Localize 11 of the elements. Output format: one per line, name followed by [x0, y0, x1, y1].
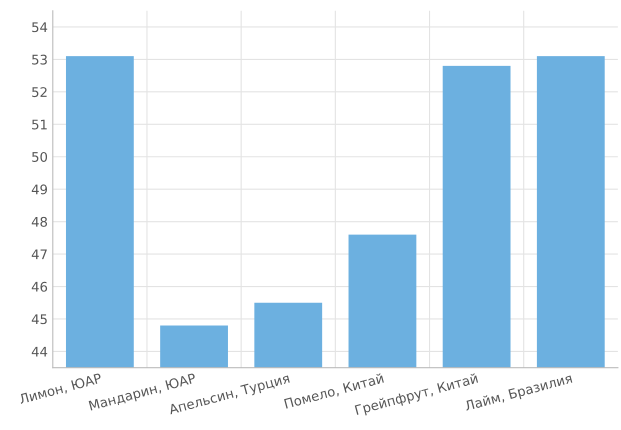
y-tick-label: 47	[32, 249, 47, 260]
y-tick-label: 44	[32, 346, 48, 356]
y-tick-label: 49	[32, 184, 47, 194]
y-tick-label: 48	[32, 216, 48, 227]
y-tick-label: 45	[32, 314, 47, 324]
y-tick-label: 52	[32, 87, 47, 98]
y-tick-label: 46	[32, 282, 48, 292]
y-tick-label: 51	[32, 120, 47, 130]
y-tick-label: 50	[32, 152, 48, 162]
y-tick-label: 53	[32, 54, 47, 65]
y-tick-label: 54	[32, 22, 48, 32]
